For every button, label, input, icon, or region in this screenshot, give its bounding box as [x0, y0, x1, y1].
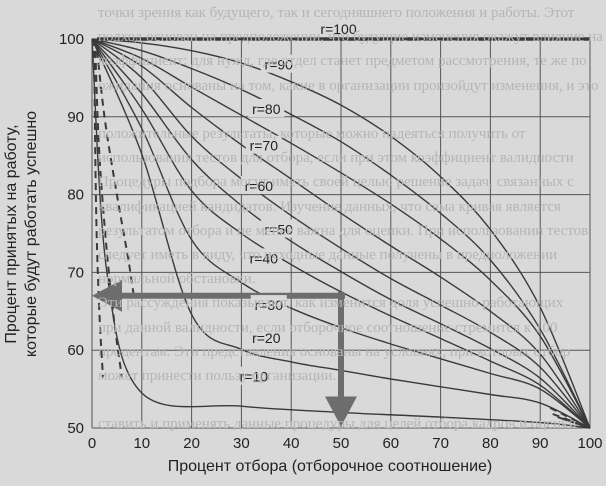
background-text-line: точки зрения как будущего, так и сегодня… [98, 5, 575, 21]
curve-label: r=90 [265, 57, 294, 73]
x-tick-label: 90 [532, 435, 549, 452]
x-tick-label: 80 [482, 435, 499, 452]
series-line [91, 38, 591, 429]
y-tick-label: 70 [67, 264, 84, 281]
x-tick-label: 70 [432, 435, 449, 452]
background-text-line: результатом отбора и не менее важна для … [98, 222, 589, 239]
series-line [91, 38, 591, 429]
background-text-line: процентам. Эти представления основаны на… [98, 343, 571, 360]
curve-label: r=50 [265, 222, 294, 238]
series-line [91, 38, 591, 429]
x-tick-label: 50 [333, 435, 350, 452]
x-axis-label: Процент отбора (отборочное соотношение) [167, 458, 493, 475]
y-tick-label: 60 [67, 342, 84, 359]
curve-label: r=20 [252, 330, 281, 346]
y-tick-label: 90 [67, 109, 84, 126]
curve-label-background [235, 366, 272, 385]
background-text-line: может принести пользу организации. [98, 368, 337, 384]
x-tick-label: 60 [382, 435, 399, 452]
curve-label: r=40 [250, 250, 279, 266]
series-line [91, 38, 591, 429]
curve-label-background [250, 295, 287, 314]
curve-label: r=10 [240, 369, 269, 385]
background-text-line: нормальной обстановки. [98, 271, 256, 288]
y-axis-label: Процент принятых на работу, которые буду… [3, 110, 40, 358]
curve-label: r=80 [252, 101, 281, 117]
arrow-head [92, 279, 122, 312]
x-tick-label: 40 [283, 435, 300, 452]
y-tick-label: 80 [67, 187, 84, 204]
series-line [91, 38, 591, 429]
background-text-line: квалификацией кандидатов. Изучение данны… [98, 198, 561, 215]
curve-label: r=70 [250, 138, 279, 154]
series-line-dashed [94, 38, 123, 378]
series-line [91, 38, 591, 429]
background-text-line: при данной валидности, если отборочное с… [98, 319, 558, 336]
curve-label-background [240, 176, 277, 195]
background-text-line: положительные результаты, которые можно … [98, 126, 526, 142]
background-text-line: коэффициент: для нужд, где отдел станет … [98, 53, 587, 70]
arrow-head [325, 396, 357, 427]
y-tick-label: 100 [59, 31, 84, 48]
background-text-line: ожидания основаны на том, какие в органи… [98, 77, 599, 94]
x-tick-label: 100 [577, 435, 602, 452]
curve-label: r=30 [255, 297, 284, 313]
curve-label-background [260, 219, 297, 238]
background-text-line: следует иметь в виду, что исходные данны… [98, 247, 558, 263]
background-text-line: ставить и применять данные процедуры для… [98, 416, 577, 433]
series-line-dashed [562, 417, 591, 429]
x-tick-label: 20 [183, 435, 200, 452]
series-line [91, 38, 591, 429]
background-text-line: Эти рассуждения показывают, как изменитс… [98, 295, 564, 312]
x-tick-label: 0 [88, 435, 96, 452]
curve-label: r=100 [320, 21, 356, 37]
curve-label: r=60 [245, 178, 274, 194]
series-line [91, 38, 591, 429]
curve-label-background [248, 99, 285, 118]
y-tick-label: 50 [67, 420, 84, 437]
x-tick-label: 10 [133, 435, 150, 452]
series-line [91, 38, 591, 429]
x-tick-label: 30 [233, 435, 250, 452]
curve-label-background [245, 135, 282, 154]
series-line-dashed [95, 38, 135, 296]
background-text-line: Процедуры подбора могут иметь своей цель… [98, 174, 574, 191]
background-text-line: подход основан на предположении, что буд… [98, 29, 606, 46]
curve-label-background [248, 327, 285, 346]
background-text-line: использования тестов для отбора, если пр… [98, 150, 574, 167]
series-line-dashed [552, 413, 591, 429]
series-line-dashed [93, 38, 104, 378]
curve-label-background [245, 248, 282, 267]
series-line [91, 38, 591, 429]
curve-label-background [315, 18, 362, 37]
series-line-dashed [549, 406, 591, 429]
curve-label-background [260, 54, 297, 73]
